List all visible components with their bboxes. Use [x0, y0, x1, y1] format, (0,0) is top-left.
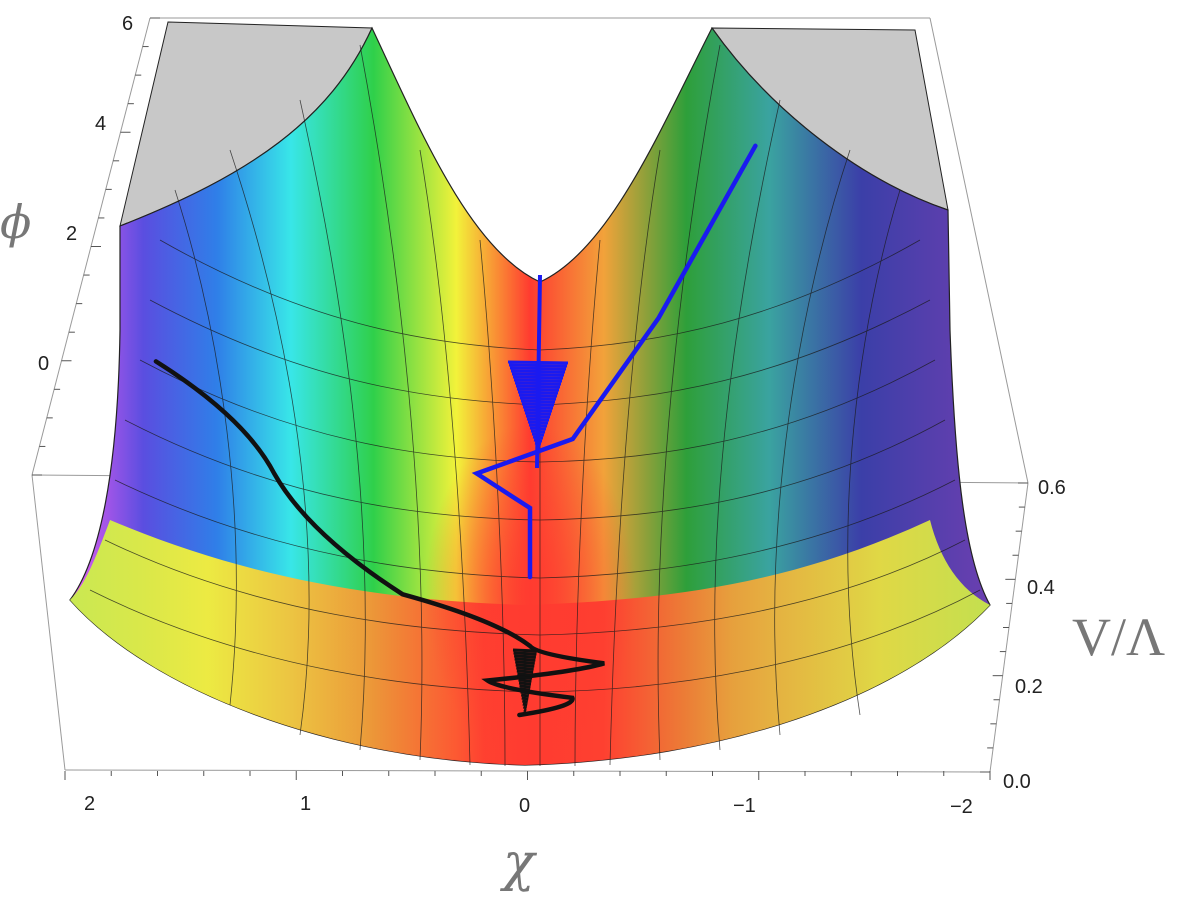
- oscillation-mark: [514, 657, 536, 662]
- phi-axis-label: ϕ: [0, 195, 31, 249]
- oscillation-mark: [512, 648, 538, 653]
- v-axis: 0.6 0.4 0.2 0.0 V/Λ: [1003, 477, 1165, 793]
- v-axis-label: V/Λ: [1072, 607, 1165, 667]
- oscillation-mark: [518, 678, 532, 683]
- oscillation-mark: [519, 687, 531, 692]
- oscillation-mark: [523, 708, 527, 713]
- chi-axis-label: χ: [499, 833, 538, 893]
- v-tick-label: 0.2: [1015, 676, 1043, 698]
- oscillation-mark: [523, 711, 527, 716]
- oscillation-mark: [514, 654, 536, 659]
- trajectory-line: [471, 143, 758, 580]
- oscillation-mark: [521, 696, 529, 701]
- chi-tick-label: 2: [84, 793, 95, 815]
- tick-marks: [32, 17, 1028, 780]
- chi-axis: 2 1 0 −1 −2 χ: [84, 793, 973, 893]
- oscillation-mark: [515, 660, 535, 665]
- oscillation-mark: [516, 669, 534, 674]
- oscillation-mark: [517, 675, 533, 680]
- oscillation-mark: [518, 681, 532, 686]
- phi-tick-label: 6: [122, 13, 133, 35]
- oscillation-mark: [517, 672, 533, 677]
- chi-tick-label: −1: [733, 795, 756, 817]
- phi-tick-label: 2: [66, 223, 77, 245]
- trajectory-stem: [535, 274, 542, 469]
- oscillation-mark: [522, 699, 528, 704]
- phi-tick-label: 0: [38, 353, 49, 375]
- phi-axis: 0 2 4 6 ϕ: [0, 13, 133, 375]
- oscillation-mark: [515, 663, 535, 668]
- oscillation-mark: [522, 702, 528, 707]
- chi-tick-label: 0: [519, 795, 530, 817]
- oscillation-mark: [513, 651, 537, 656]
- chi-tick-label: 1: [300, 793, 311, 815]
- v-tick-label: 0.6: [1038, 477, 1066, 499]
- phi-tick-label: 4: [95, 113, 106, 135]
- trajectory-blue: [471, 143, 758, 580]
- oscillation-mark: [516, 666, 534, 671]
- oscillation-mark: [521, 693, 529, 698]
- oscillation-mark: [519, 684, 531, 689]
- oscillation-mark: [522, 705, 528, 710]
- v-tick-label: 0.0: [1003, 771, 1031, 793]
- chi-tick-label: −2: [950, 796, 973, 818]
- trajectory-black: [153, 359, 605, 718]
- v-tick-label: 0.4: [1027, 577, 1055, 599]
- oscillation-mark: [520, 690, 530, 695]
